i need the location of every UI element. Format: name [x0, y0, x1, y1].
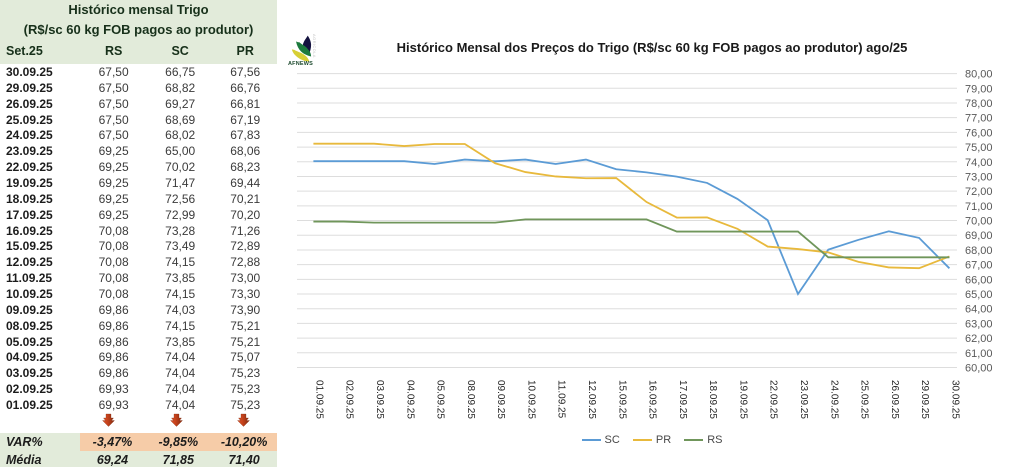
svg-text:78,00: 78,00: [965, 98, 993, 110]
svg-text:11.09.25: 11.09.25: [556, 380, 567, 419]
svg-text:22.09.25: 22.09.25: [768, 380, 779, 419]
svg-text:01.09.25: 01.09.25: [313, 380, 324, 419]
svg-text:68,00: 68,00: [965, 245, 993, 257]
svg-text:76,00: 76,00: [965, 127, 993, 139]
svg-text:80,00: 80,00: [965, 69, 993, 81]
svg-text:66,00: 66,00: [965, 274, 993, 286]
svg-text:16.09.25: 16.09.25: [647, 380, 658, 419]
svg-text:02.09.25: 02.09.25: [344, 380, 355, 419]
svg-text:10.09.25: 10.09.25: [525, 380, 536, 419]
svg-text:73,00: 73,00: [965, 171, 993, 183]
svg-text:79,00: 79,00: [965, 83, 993, 95]
svg-text:77,00: 77,00: [965, 113, 993, 125]
svg-text:15.09.25: 15.09.25: [616, 380, 627, 419]
svg-text:65,00: 65,00: [965, 289, 993, 301]
svg-text:29.09.25: 29.09.25: [919, 380, 930, 419]
svg-text:63,00: 63,00: [965, 318, 993, 330]
svg-text:12.09.25: 12.09.25: [586, 380, 597, 419]
svg-text:24.09.25: 24.09.25: [828, 380, 839, 419]
svg-text:62,00: 62,00: [965, 333, 993, 345]
svg-text:26.09.25: 26.09.25: [889, 380, 900, 419]
svg-text:67,00: 67,00: [965, 260, 993, 272]
svg-text:72,00: 72,00: [965, 186, 993, 198]
svg-text:61,00: 61,00: [965, 348, 993, 360]
svg-text:23.09.25: 23.09.25: [798, 380, 809, 419]
svg-text:30.09.25: 30.09.25: [949, 380, 960, 419]
svg-text:60,00: 60,00: [965, 363, 993, 375]
svg-text:08.09.25: 08.09.25: [465, 380, 476, 419]
svg-text:64,00: 64,00: [965, 304, 993, 316]
svg-text:74,00: 74,00: [965, 157, 993, 169]
svg-text:09.09.25: 09.09.25: [495, 380, 506, 419]
svg-text:69,00: 69,00: [965, 230, 993, 242]
svg-text:75,00: 75,00: [965, 142, 993, 154]
svg-text:18.09.25: 18.09.25: [707, 380, 718, 419]
svg-text:04.09.25: 04.09.25: [404, 380, 415, 419]
svg-text:25.09.25: 25.09.25: [859, 380, 870, 419]
svg-text:05.09.25: 05.09.25: [435, 380, 446, 419]
svg-text:70,00: 70,00: [965, 216, 993, 228]
svg-text:17.09.25: 17.09.25: [677, 380, 688, 419]
svg-text:03.09.25: 03.09.25: [374, 380, 385, 419]
svg-text:19.09.25: 19.09.25: [737, 380, 748, 419]
svg-text:71,00: 71,00: [965, 201, 993, 213]
